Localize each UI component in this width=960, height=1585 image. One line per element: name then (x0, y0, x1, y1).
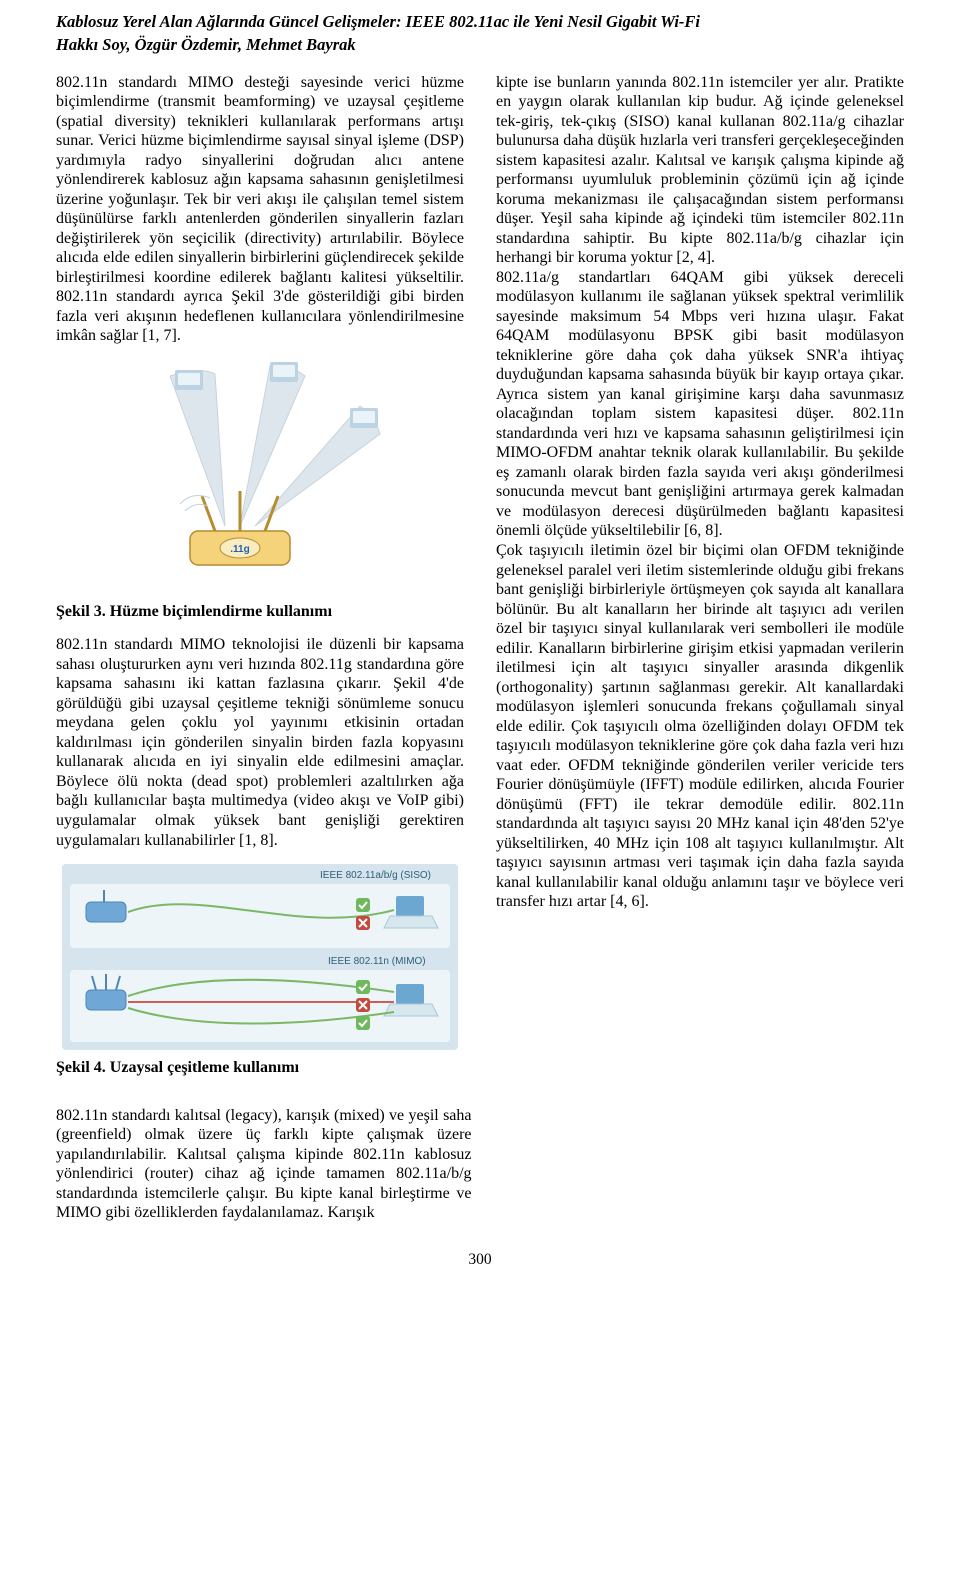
right-column: kipte ise bunların yanında 802.11n istem… (496, 73, 904, 1092)
figure-4-caption: Şekil 4. Uzaysal çeşitleme kullanımı (56, 1058, 464, 1078)
right-paragraph-2: 802.11a/g standartları 64QAM gibi yüksek… (496, 268, 904, 541)
figure-3-svg: .11g (130, 356, 390, 596)
figure-3: .11g Şekil 3. Hüzme biçimlendirme kullan… (56, 356, 464, 622)
paper-header: Kablosuz Yerel Alan Ağlarında Güncel Gel… (56, 12, 904, 55)
paper-authors: Hakkı Soy, Özgür Özdemir, Mehmet Bayrak (56, 35, 904, 55)
fig4-label-bottom: IEEE 802.11n (MIMO) (328, 956, 426, 967)
paper-title: Kablosuz Yerel Alan Ağlarında Güncel Gel… (56, 12, 904, 33)
right-paragraph-3: Çok taşıyıcılı iletimin özel bir biçimi … (496, 541, 904, 912)
two-column-layout: 802.11n standardı MIMO desteği sayesinde… (56, 73, 904, 1092)
figure-4: IEEE 802.11a/b/g (SISO) IEEE 802.11n (MI… (56, 862, 464, 1078)
svg-text:.11g: .11g (230, 544, 249, 555)
page-number: 300 (56, 1251, 904, 1269)
fig4-label-top: IEEE 802.11a/b/g (SISO) (320, 870, 431, 881)
figure-4-svg: IEEE 802.11a/b/g (SISO) IEEE 802.11n (MI… (60, 862, 460, 1052)
left-column: 802.11n standardı MIMO desteği sayesinde… (56, 73, 464, 1092)
figure-3-caption: Şekil 3. Hüzme biçimlendirme kullanımı (56, 602, 464, 622)
right-paragraph-1: kipte ise bunların yanında 802.11n istem… (496, 73, 904, 268)
left-paragraph-1: 802.11n standardı MIMO desteği sayesinde… (56, 73, 464, 346)
after-columns-paragraph: 802.11n standardı kalıtsal (legacy), kar… (56, 1106, 472, 1223)
left-paragraph-2: 802.11n standardı MIMO teknolojisi ile d… (56, 635, 464, 850)
